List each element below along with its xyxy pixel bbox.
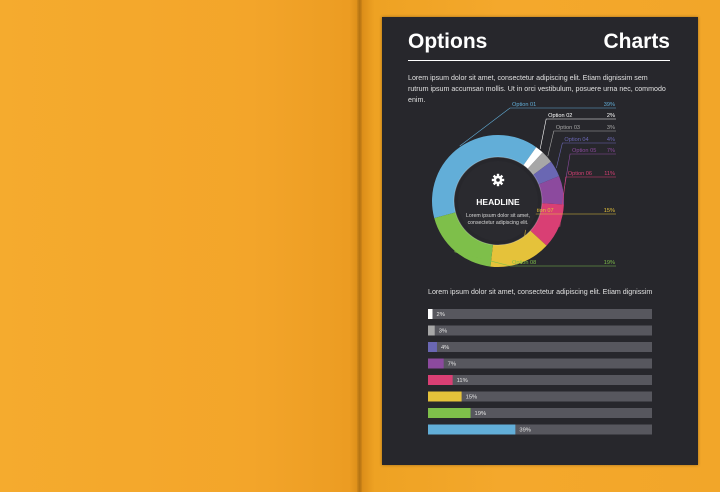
donut-caption-line2: consectetur adipiscing elit. [468, 220, 529, 226]
bar-7 [428, 408, 471, 418]
donut-category-label: Option 04 [564, 137, 588, 143]
donut-value-label: 11% [604, 171, 615, 177]
donut-slice-2 [523, 147, 543, 169]
bar-track [428, 391, 652, 402]
charts-canvas: Option 01 39% Option 02 2% Option 03 3% Option… [428, 102, 652, 435]
donut-value-label: 7% [607, 148, 615, 154]
bar-value-label: 2% [436, 312, 444, 318]
bar-1 [428, 309, 433, 319]
donut-value-label: 15% [604, 208, 615, 214]
folder-crease [357, 0, 362, 492]
donut-slice-3 [527, 152, 551, 175]
donut-category-label: Option 02 [548, 113, 572, 119]
leader-line-6 [559, 176, 616, 227]
bar-track [428, 424, 652, 435]
donut-slice-7 [490, 230, 547, 267]
donut-category-label: Option 03 [556, 125, 580, 131]
bar-6 [428, 391, 462, 402]
bar-value-label: 19% [475, 411, 487, 417]
bar-track [428, 342, 652, 352]
leader-line-4 [556, 142, 616, 169]
donut-slice-1 [432, 135, 537, 219]
bar-2 [428, 325, 435, 336]
infographic-sheet: Options Charts Lorem ipsum dolor sit ame… [382, 17, 698, 465]
donut-value-label: 3% [607, 125, 615, 131]
donut-slice-5 [538, 176, 564, 205]
leader-line-2 [539, 118, 616, 149]
intro-paragraph: Lorem ipsum dolor sit amet, consectetur … [408, 74, 666, 104]
leader-line-3 [547, 130, 616, 157]
bar-chart: 2% 3% 4% 7% 11% 15% 19% 39% [428, 309, 652, 435]
title-options: Options [408, 30, 488, 53]
bar-8 [428, 424, 516, 435]
donut-category-label: Option 07 [529, 208, 553, 214]
bar-track [428, 408, 652, 418]
donut-category-label: Option 08 [512, 260, 536, 266]
bar-value-label: 7% [448, 362, 456, 368]
bar-3 [428, 342, 437, 352]
donut-headline: HEADLINE [476, 197, 520, 207]
bar-track [428, 358, 652, 369]
donut-slice-8 [434, 212, 493, 267]
donut-leader-lines: Option 01 39% Option 02 2% Option 03 3% Option… [454, 102, 616, 267]
donut-category-label: Option 05 [572, 148, 596, 154]
bar-intro-paragraph: Lorem ipsum dolor sit amet, consectetur … [428, 288, 653, 296]
donut-caption-line1: Lorem ipsum dolor sit amet, [466, 213, 530, 219]
bar-value-label: 3% [439, 329, 447, 335]
leader-line-1 [459, 107, 616, 147]
leader-line-8 [454, 251, 616, 267]
donut-slice-4 [533, 161, 560, 185]
donut-category-label: Option 01 [512, 102, 536, 108]
title-divider [408, 60, 670, 61]
bar-4 [428, 358, 444, 369]
leader-line-5 [563, 153, 616, 190]
donut-inner-ring [453, 156, 543, 246]
donut-value-label: 2% [607, 113, 615, 119]
gear-icon [491, 173, 505, 187]
donut-value-label: 39% [604, 102, 615, 108]
donut-center [458, 161, 538, 241]
bar-track [428, 375, 652, 385]
donut-category-label: Option 06 [568, 171, 592, 177]
bar-track [428, 309, 652, 319]
bar-value-label: 11% [457, 378, 468, 384]
bar-value-label: 15% [466, 395, 478, 401]
bar-5 [428, 375, 453, 385]
bar-track [428, 325, 652, 336]
bar-value-label: 4% [441, 345, 449, 351]
donut-value-label: 4% [607, 137, 615, 143]
bar-value-label: 39% [519, 428, 531, 434]
donut-value-label: 19% [604, 260, 615, 266]
folder-left-panel [0, 0, 360, 492]
title-charts: Charts [603, 30, 670, 53]
